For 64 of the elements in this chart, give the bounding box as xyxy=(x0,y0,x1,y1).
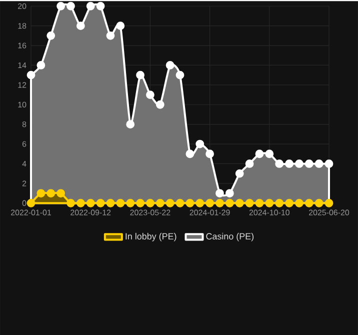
point xyxy=(56,2,66,10)
point xyxy=(206,198,214,208)
point xyxy=(166,60,174,70)
point xyxy=(275,198,284,208)
point xyxy=(245,159,254,168)
point xyxy=(106,198,115,208)
point xyxy=(176,70,184,80)
point xyxy=(76,22,85,30)
point xyxy=(86,198,95,208)
point xyxy=(245,198,254,208)
point xyxy=(285,198,294,208)
point xyxy=(56,189,66,198)
point xyxy=(96,198,105,208)
point xyxy=(196,198,204,208)
legend-label: In lobby (PE) xyxy=(126,232,176,242)
point xyxy=(76,198,85,208)
point xyxy=(314,159,324,168)
point xyxy=(216,198,224,208)
point xyxy=(86,2,95,10)
point xyxy=(295,159,304,168)
point xyxy=(146,198,154,208)
point xyxy=(275,159,284,168)
point xyxy=(225,198,234,208)
point xyxy=(146,90,154,99)
point xyxy=(116,22,125,30)
point xyxy=(206,150,214,158)
point xyxy=(324,198,334,208)
point xyxy=(26,198,36,208)
point xyxy=(36,189,46,198)
point xyxy=(304,159,314,168)
point xyxy=(225,189,234,198)
point xyxy=(66,2,75,10)
point xyxy=(36,60,46,70)
point xyxy=(295,198,304,208)
point xyxy=(314,198,324,208)
point xyxy=(126,198,135,208)
point xyxy=(156,100,164,109)
point xyxy=(265,150,274,158)
point xyxy=(136,198,144,208)
point xyxy=(186,150,194,158)
point xyxy=(196,140,204,148)
point xyxy=(265,198,274,208)
point xyxy=(166,198,174,208)
point xyxy=(156,198,164,208)
point xyxy=(324,159,334,168)
point xyxy=(235,169,244,178)
point xyxy=(116,198,125,208)
point xyxy=(285,159,294,168)
point xyxy=(66,198,75,208)
point xyxy=(126,120,135,128)
point xyxy=(46,189,56,198)
point xyxy=(136,70,144,80)
point xyxy=(304,198,314,208)
point xyxy=(216,189,224,198)
point xyxy=(106,31,115,40)
point xyxy=(46,31,56,40)
point xyxy=(255,150,264,158)
point xyxy=(176,198,184,208)
point xyxy=(96,2,105,10)
point xyxy=(186,198,194,208)
legend-label: Casino (PE) xyxy=(206,232,254,242)
point xyxy=(255,198,264,208)
point xyxy=(26,70,36,80)
point xyxy=(235,198,244,208)
